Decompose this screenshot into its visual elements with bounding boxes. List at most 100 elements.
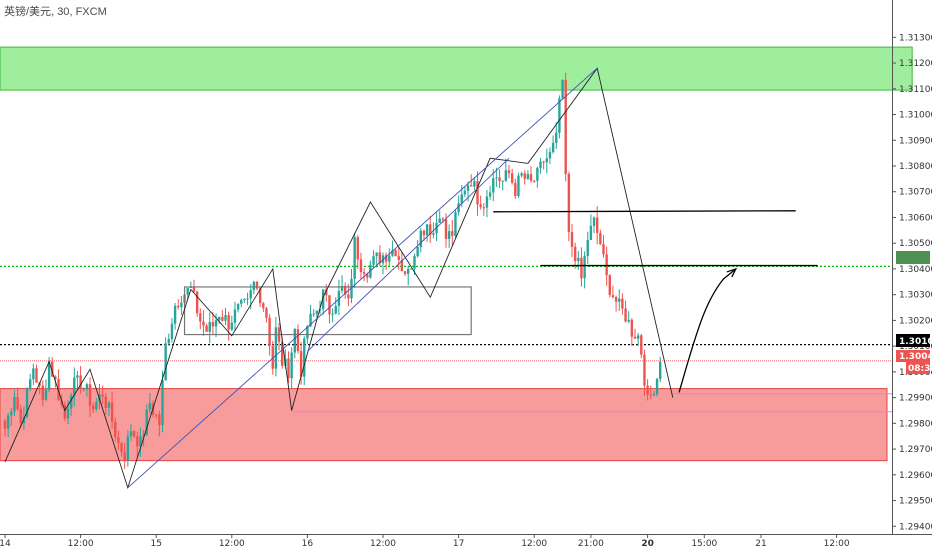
candle-body	[640, 335, 643, 355]
candle-body	[29, 379, 32, 389]
candle-body	[290, 352, 293, 379]
candle-body	[236, 303, 240, 310]
candle-body	[384, 255, 388, 262]
price-tick-label: 1.31300	[899, 33, 932, 43]
candle-body	[315, 310, 319, 314]
candle-body	[155, 414, 158, 416]
candle-body	[82, 388, 85, 390]
zigzag-swings	[4, 67, 674, 490]
candle-body	[599, 232, 602, 245]
price-tick-label: 1.30200	[899, 316, 932, 326]
candle-body	[646, 385, 649, 395]
candle-body	[432, 233, 435, 235]
candle-body	[205, 325, 208, 332]
candle-body	[470, 185, 473, 187]
candle-body	[293, 329, 296, 353]
candle-body	[19, 408, 22, 424]
candle-body	[356, 237, 359, 260]
candle-body	[92, 405, 95, 410]
price-tick-label: 1.30700	[899, 188, 932, 198]
time-tick-label: 15	[150, 539, 161, 549]
candle-body	[6, 415, 10, 429]
candle-body	[340, 285, 344, 291]
time-axis[interactable]: 14 12:00 15 12:00 16 12:00 17 12:00 21:00 20 15:00…	[0, 534, 932, 549]
candle-body	[608, 275, 611, 296]
price-axis[interactable]: 1.31300 1.31200 1.31100 1.31000 1.30900 1.308…	[892, 0, 932, 534]
candle-body	[410, 268, 413, 270]
candle-body	[63, 405, 67, 419]
candle-body	[400, 259, 404, 272]
time-tick-label: 16	[302, 539, 314, 549]
candle-body	[167, 338, 170, 344]
candle-body	[596, 217, 599, 233]
candle-body	[3, 420, 7, 429]
candle-body	[605, 254, 608, 276]
candle-body	[195, 291, 199, 314]
candle-body	[636, 335, 640, 339]
candle-body	[520, 173, 523, 176]
candle-body	[413, 256, 416, 269]
price-tick-label: 1.31200	[899, 59, 932, 69]
candle-body	[309, 313, 312, 327]
candle-body	[375, 252, 378, 257]
candle-body	[561, 79, 564, 99]
candle-body	[114, 421, 117, 438]
candle-body	[218, 316, 221, 321]
candle-body	[350, 278, 353, 299]
time-tick-label: 15:00	[691, 539, 717, 549]
candle-body	[438, 218, 441, 223]
symbol-name: 英镑/美元	[4, 6, 52, 18]
candle-body	[101, 394, 104, 397]
levels-layer	[0, 265, 892, 413]
candle-body	[246, 298, 249, 300]
candle-body	[577, 257, 580, 262]
candle-body	[60, 400, 63, 406]
candle-body	[403, 271, 407, 274]
candle-body	[510, 173, 514, 183]
candle-body	[659, 361, 662, 380]
candle-body	[447, 231, 451, 239]
candle-body	[51, 361, 54, 377]
candle-body	[170, 323, 174, 339]
demand-zone	[0, 388, 888, 462]
candle-body	[630, 319, 634, 337]
candle-body	[54, 376, 57, 380]
candle-body	[498, 177, 501, 182]
candle-body	[573, 246, 577, 262]
candle-body	[145, 409, 148, 435]
drawings-layer	[4, 67, 818, 490]
candle-body	[79, 375, 82, 389]
candle-body	[252, 281, 256, 291]
last-price-label-bg	[896, 350, 930, 362]
price-tick-label: 1.31000	[899, 111, 932, 121]
candle-body	[227, 315, 230, 330]
candle-body	[321, 289, 325, 310]
candle-body	[586, 240, 589, 256]
candle-body	[76, 375, 79, 378]
time-tick-label: 14	[0, 539, 11, 549]
candle-body	[104, 396, 107, 408]
candle-body	[66, 408, 70, 419]
price-tick-label: 1.30400	[899, 265, 932, 275]
candle-body	[523, 173, 526, 179]
candle-body	[507, 170, 511, 174]
candle-body	[517, 175, 520, 196]
candle-body	[328, 295, 331, 315]
interval-label: 30	[57, 6, 70, 18]
candle-body	[643, 354, 646, 386]
last-price-label: 1.30043	[899, 352, 932, 362]
price-tick-label: 1.30600	[899, 213, 932, 223]
candle-body	[422, 230, 426, 236]
legend-separator-2: ,	[69, 6, 76, 18]
candle-body	[366, 273, 369, 278]
candle-body	[495, 177, 498, 179]
candle-body	[139, 436, 142, 447]
candle-body	[214, 320, 218, 327]
candle-body	[186, 287, 189, 295]
price-tick-label: 1.30500	[899, 239, 932, 249]
candle-body	[85, 384, 89, 389]
candle-body	[177, 305, 180, 308]
candle-body	[303, 338, 306, 377]
candle-body	[618, 298, 621, 302]
